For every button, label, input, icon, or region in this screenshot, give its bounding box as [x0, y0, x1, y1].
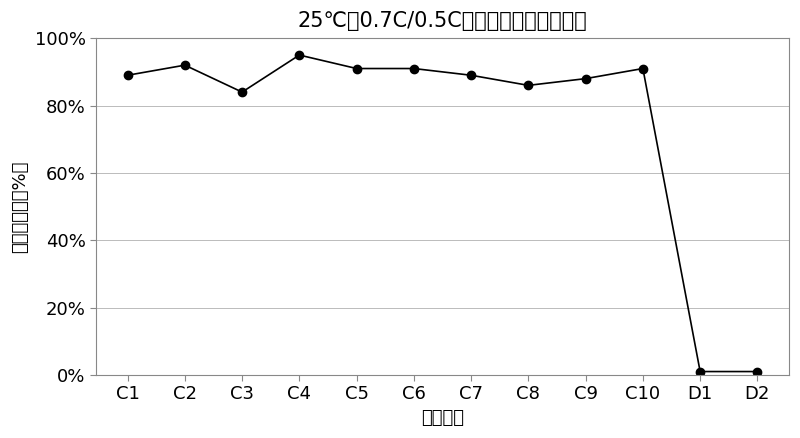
X-axis label: 电芯组别: 电芯组别 — [421, 409, 464, 427]
Title: 25℃（0.7C/0.5C）循环容量保持率比较: 25℃（0.7C/0.5C）循环容量保持率比较 — [298, 11, 587, 31]
Y-axis label: 容量保持率（%）: 容量保持率（%） — [11, 160, 29, 253]
